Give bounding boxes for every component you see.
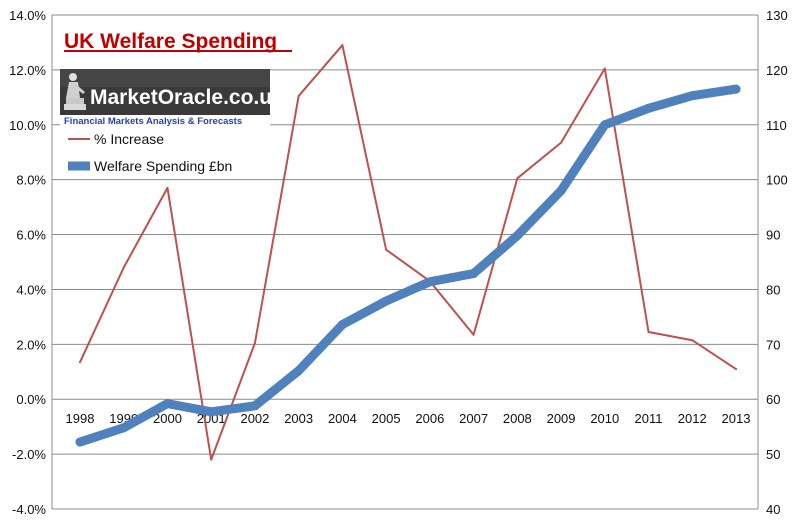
- data-point: [469, 269, 479, 279]
- legend: % Increase Welfare Spending £bn: [68, 131, 232, 174]
- data-point: [122, 266, 125, 269]
- legend-label-percent-increase: % Increase: [94, 131, 164, 147]
- y-right-tick-label: 80: [766, 282, 780, 297]
- y-left-tick-label: -2.0%: [12, 447, 46, 462]
- series-percent-increase: [79, 44, 737, 461]
- y-left-tick-label: 8.0%: [16, 173, 46, 188]
- x-tick-label: 2008: [503, 411, 532, 426]
- data-point: [556, 186, 566, 196]
- logo-tagline: Financial Markets Analysis & Forecasts: [64, 116, 242, 127]
- data-point: [162, 399, 172, 409]
- chart-title: UK Welfare Spending: [64, 30, 277, 53]
- data-point: [644, 103, 654, 113]
- data-point: [250, 401, 260, 411]
- y-right-tick-label: 50: [766, 447, 780, 462]
- x-tick-label: 2007: [459, 411, 488, 426]
- y-left-tick-label: -4.0%: [12, 502, 46, 517]
- data-point: [385, 248, 388, 251]
- y-right-tick-label: 120: [766, 63, 788, 78]
- y-right-tick-label: 70: [766, 337, 780, 352]
- data-point: [425, 277, 435, 287]
- data-point: [603, 67, 606, 70]
- x-tick-label: 2005: [372, 411, 401, 426]
- series-layer: [75, 44, 741, 461]
- data-point: [79, 361, 81, 364]
- series-line: [75, 84, 741, 447]
- x-tick-label: 2013: [722, 411, 751, 426]
- x-tick-label: 1998: [66, 411, 95, 426]
- data-point: [297, 94, 300, 97]
- y-left-tick-label: 14.0%: [9, 8, 46, 23]
- data-point: [691, 339, 694, 342]
- data-point: [206, 407, 216, 417]
- y-left-tick-label: 4.0%: [16, 282, 46, 297]
- x-tick-label: 2000: [153, 411, 182, 426]
- watermark-logo: MarketOracle.co.uk Financial Markets Ana…: [60, 69, 284, 127]
- x-tick-label: 2011: [635, 411, 663, 426]
- data-point: [647, 330, 650, 333]
- data-point: [735, 368, 737, 371]
- y-left-tick-label: 6.0%: [16, 228, 46, 243]
- y-right-tick-label: 130: [766, 8, 788, 23]
- x-tick-label: 2010: [590, 411, 619, 426]
- axes: -4.0% -2.0% 0.0% 2.0% 4.0% 6.0% 8.0% 10.0% 12.0%…: [9, 8, 788, 517]
- data-point: [210, 458, 213, 461]
- x-tick-label: 2004: [328, 411, 357, 426]
- logo-brand: MarketOracle.co.uk: [90, 86, 284, 109]
- y-right-tick-label: 60: [766, 392, 780, 407]
- y-left-tick-label: 12.0%: [9, 63, 46, 78]
- data-point: [472, 333, 475, 336]
- statue-icon: [64, 73, 86, 110]
- data-point: [341, 44, 344, 47]
- data-point: [687, 91, 697, 101]
- data-point: [600, 120, 610, 130]
- legend-label-welfare-spending: Welfare Spending £bn: [94, 158, 232, 174]
- y-right-tick-label: 90: [766, 228, 780, 243]
- y-left-tick-label: 2.0%: [16, 337, 46, 352]
- x-tick-label: 2009: [547, 411, 576, 426]
- y-right-tick-label: 40: [766, 502, 780, 517]
- data-point: [253, 341, 256, 344]
- logo-background: [60, 69, 270, 115]
- y-left-tick-label: 10.0%: [9, 118, 46, 133]
- data-point: [516, 177, 519, 180]
- x-tick-label: 2006: [415, 411, 444, 426]
- data-point: [119, 423, 129, 433]
- y-right-tick-label: 110: [766, 118, 787, 133]
- data-point: [166, 186, 169, 189]
- x-tick-label: 2012: [678, 411, 707, 426]
- series-line: [79, 44, 737, 461]
- y-left-tick-label: 0.0%: [16, 392, 46, 407]
- y-right-tick-label: 100: [766, 173, 788, 188]
- data-point: [731, 84, 741, 94]
- series-welfare-spending: [75, 84, 741, 447]
- data-point: [381, 296, 391, 306]
- data-point: [294, 366, 304, 376]
- overlay: UK Welfare Spending MarketOracle.co.uk F…: [60, 30, 292, 174]
- x-tick-label: 2002: [240, 411, 269, 426]
- data-point: [75, 437, 85, 447]
- data-point: [560, 141, 563, 144]
- x-tick-label: 2003: [284, 411, 313, 426]
- data-point: [512, 231, 522, 241]
- data-point: [337, 320, 347, 330]
